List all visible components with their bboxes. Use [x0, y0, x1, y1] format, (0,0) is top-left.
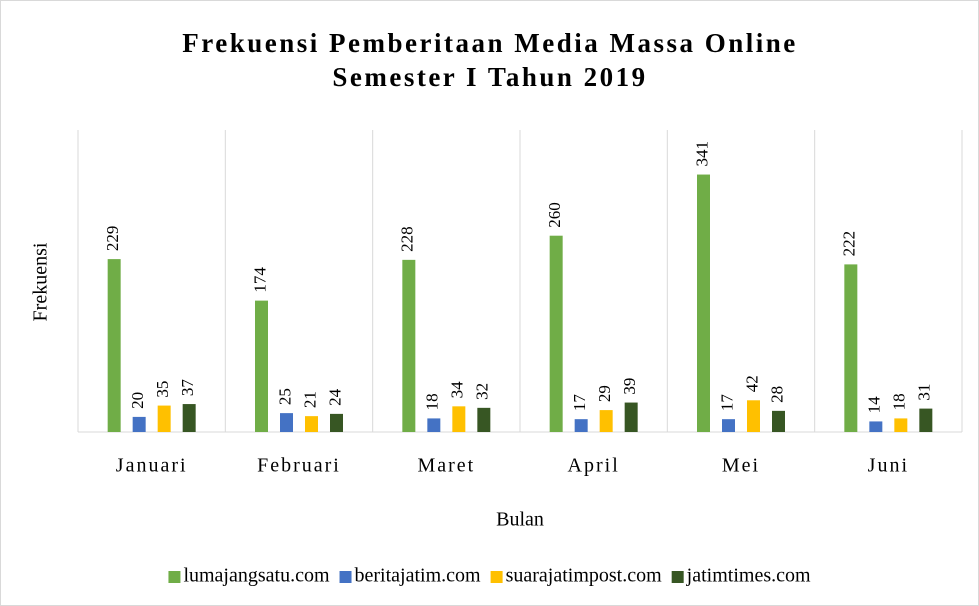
- bar: [477, 407, 491, 432]
- data-label: 174: [250, 267, 269, 293]
- x-tick-label: Juni: [868, 455, 909, 477]
- data-label: 24: [325, 388, 344, 406]
- bar: [107, 259, 121, 432]
- bar: [280, 413, 293, 432]
- bar: [747, 400, 760, 432]
- bar: [549, 235, 563, 432]
- x-tick-label: Februari: [257, 455, 341, 477]
- data-label: 228: [398, 226, 417, 252]
- chart-title: Frekuensi Pemberitaan Media Massa Online: [182, 28, 797, 58]
- bar: [452, 406, 466, 432]
- data-label: 18: [423, 393, 442, 410]
- data-label: 20: [128, 392, 147, 409]
- legend-label: suarajatimpost.com: [506, 565, 663, 587]
- legend-label: lumajangsatu.com: [183, 565, 330, 587]
- data-label: 39: [620, 378, 639, 395]
- bar: [402, 259, 416, 432]
- legend-swatch: [490, 571, 503, 583]
- data-label: 229: [103, 226, 122, 251]
- bar: [919, 408, 933, 432]
- bar: [305, 416, 318, 432]
- data-label: 42: [742, 375, 761, 392]
- bar: [599, 410, 613, 432]
- legend-swatch: [671, 571, 684, 583]
- data-label: 35: [153, 381, 172, 398]
- legend-swatch: [168, 571, 181, 583]
- y-axis-label: Frekuensi: [30, 242, 52, 321]
- data-label: 34: [448, 381, 467, 399]
- x-axis-label: Bulan: [496, 509, 544, 531]
- data-label: 222: [840, 231, 859, 257]
- data-label: 32: [473, 383, 492, 400]
- data-label: 341: [692, 141, 711, 167]
- bar: [132, 416, 146, 432]
- bar: [182, 404, 196, 432]
- legend-label: jatimtimes.com: [686, 565, 811, 587]
- bar: [894, 418, 908, 432]
- bar: [574, 419, 588, 432]
- data-label: 29: [595, 385, 614, 402]
- data-label: 25: [275, 388, 294, 405]
- bar: [330, 413, 343, 432]
- x-tick-label: Maret: [417, 455, 475, 477]
- chart-subtitle: Semester I Tahun 2019: [332, 62, 647, 92]
- bar: [255, 300, 268, 432]
- bar: [157, 405, 171, 432]
- data-label: 17: [570, 394, 589, 412]
- data-label: 17: [717, 394, 736, 412]
- data-label: 37: [178, 379, 197, 397]
- bar: [844, 264, 858, 432]
- data-label: 18: [890, 393, 909, 410]
- bar: [624, 402, 638, 432]
- bar: [869, 421, 883, 432]
- legend: lumajangsatu.com beritajatim.com suarajati…: [168, 565, 811, 587]
- data-label: 31: [915, 384, 934, 401]
- bar: [427, 418, 441, 432]
- x-tick-label: Mei: [722, 455, 760, 477]
- data-label: 260: [545, 202, 564, 228]
- bar: [722, 419, 735, 432]
- data-label: 21: [300, 391, 319, 408]
- bar: [772, 410, 785, 432]
- x-tick-label: April: [568, 455, 620, 477]
- bar: [697, 174, 710, 433]
- data-label: 28: [767, 386, 786, 403]
- data-label: 14: [865, 396, 884, 414]
- legend-label: beritajatim.com: [355, 565, 482, 587]
- legend-swatch: [339, 571, 352, 583]
- x-tick-label: Januari: [116, 455, 188, 477]
